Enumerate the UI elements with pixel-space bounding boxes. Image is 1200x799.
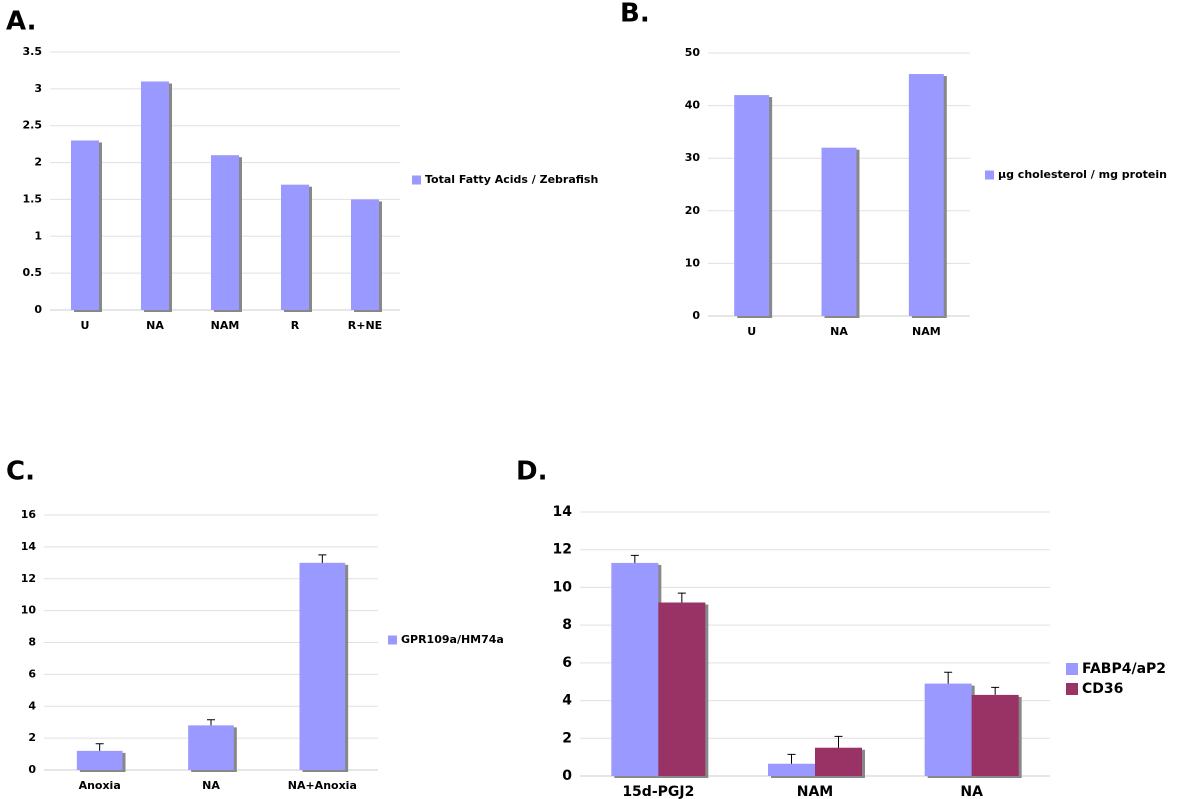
y-tick-label: 8 — [28, 636, 36, 649]
y-tick-label: 2 — [562, 730, 572, 746]
bar — [71, 140, 99, 310]
y-tick-label: 16 — [21, 508, 37, 521]
y-tick-label: 14 — [553, 504, 573, 520]
error-bar — [834, 735, 843, 748]
y-tick-label: 30 — [685, 151, 701, 164]
bar — [971, 694, 1019, 776]
x-tick-label: R — [291, 319, 300, 332]
y-tick-label: 0 — [34, 303, 42, 316]
bar — [924, 683, 972, 776]
x-tick-label: U — [81, 319, 90, 332]
y-tick-label: 10 — [553, 579, 573, 595]
y-tick-label: 0 — [692, 309, 700, 322]
y-tick-label: 1.5 — [23, 192, 43, 205]
y-tick-label: 3.5 — [23, 45, 43, 58]
y-tick-label: 1 — [34, 229, 42, 242]
y-tick-label: 4 — [28, 699, 36, 712]
y-tick-label: 6 — [562, 655, 572, 671]
y-tick-label: 40 — [685, 99, 701, 112]
bar — [76, 750, 123, 770]
legend-label: GPR109a/HM74a — [401, 633, 504, 646]
legend-swatch — [1066, 663, 1078, 675]
y-tick-label: 50 — [685, 46, 701, 59]
bar — [658, 602, 706, 776]
bar — [734, 95, 770, 316]
legend-swatch — [1066, 683, 1078, 695]
y-tick-label: 10 — [21, 604, 37, 617]
y-tick-label: 3 — [34, 82, 42, 95]
bar — [281, 184, 309, 310]
bar — [611, 562, 659, 776]
y-tick-label: 0.5 — [23, 266, 43, 279]
legend-swatch — [412, 175, 421, 185]
bar — [821, 147, 857, 316]
panel-label: A. — [6, 7, 36, 37]
panel-label: B. — [620, 0, 650, 29]
error-bar — [630, 554, 639, 563]
error-bar — [95, 743, 104, 751]
y-tick-label: 10 — [685, 256, 701, 269]
legend-label: Total Fatty Acids / Zebrafish — [425, 173, 598, 186]
bar — [141, 81, 169, 310]
panel-label: D. — [516, 457, 547, 487]
y-tick-label: 4 — [562, 693, 572, 709]
error-bar — [677, 592, 686, 603]
y-tick-label: 12 — [21, 572, 36, 585]
y-tick-label: 14 — [21, 540, 37, 553]
error-bar — [787, 753, 796, 764]
y-tick-label: 0 — [562, 768, 572, 784]
x-tick-label: NA — [830, 325, 848, 338]
bar — [299, 562, 346, 770]
x-tick-label: NA+Anoxia — [288, 779, 357, 792]
y-tick-label: 2.5 — [23, 119, 43, 132]
bar — [211, 155, 239, 310]
legend-label: FABP4/aP2 — [1082, 661, 1166, 677]
legend-swatch — [388, 635, 397, 645]
error-bar — [944, 671, 953, 684]
bar — [351, 199, 379, 310]
bar — [908, 74, 944, 316]
panel-label: C. — [6, 457, 35, 487]
legend-label: µg cholesterol / mg protein — [998, 168, 1167, 181]
x-tick-label: R+NE — [348, 319, 382, 332]
y-tick-label: 20 — [685, 204, 701, 217]
x-tick-label: Anoxia — [79, 779, 121, 792]
legend-swatch — [985, 170, 994, 180]
x-tick-label: NA — [202, 779, 220, 792]
y-tick-label: 12 — [553, 542, 572, 558]
legend-label: CD36 — [1082, 681, 1123, 697]
x-tick-label: U — [747, 325, 756, 338]
y-tick-label: 2 — [28, 731, 36, 744]
y-tick-label: 0 — [28, 763, 36, 776]
bar — [188, 725, 234, 770]
bar — [768, 763, 815, 776]
y-tick-label: 2 — [34, 156, 42, 169]
y-tick-label: 6 — [28, 667, 36, 680]
x-tick-label: NA — [960, 784, 983, 799]
x-tick-label: NAM — [912, 325, 941, 338]
x-tick-label: NAM — [211, 319, 240, 332]
x-tick-label: NA — [146, 319, 164, 332]
x-tick-label: 15d-PGJ2 — [622, 784, 694, 799]
bar — [815, 747, 862, 776]
x-tick-label: NAM — [797, 784, 833, 799]
y-tick-label: 8 — [562, 617, 572, 633]
error-bar — [207, 719, 215, 726]
error-bar — [991, 686, 1000, 695]
error-bar — [318, 554, 327, 563]
